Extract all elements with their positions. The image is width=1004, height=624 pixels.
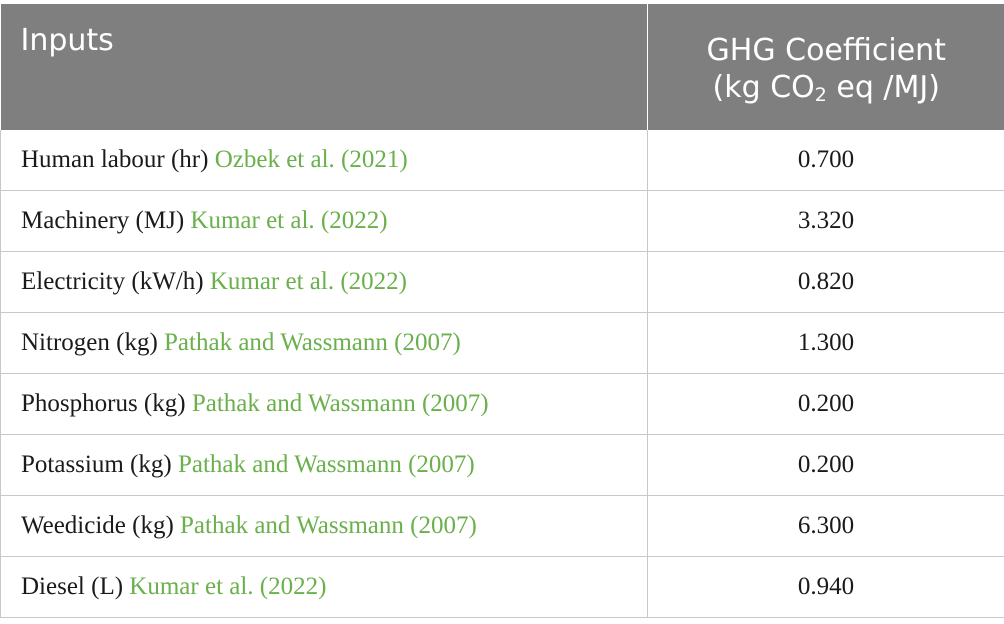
input-cell: Diesel (L) Kumar et al. (2022)	[0, 556, 648, 618]
input-label: Electricity (kW/h)	[21, 268, 204, 295]
citation-link[interactable]: Pathak and Wassmann (2007)	[180, 512, 477, 539]
input-label: Phosphorus (kg)	[21, 390, 186, 417]
citation-link[interactable]: Pathak and Wassmann (2007)	[191, 390, 489, 417]
header-ghg-coefficient: GHG Coefficient (kg CO2 eq /MJ)	[647, 4, 1004, 130]
header-coef-line2-a: (kg CO	[712, 70, 815, 105]
input-cell: Nitrogen (kg) Pathak and Wassmann (2007)	[0, 312, 648, 374]
header-inputs: Inputs	[0, 4, 648, 130]
input-cell: Machinery (MJ) Kumar et al. (2022)	[0, 190, 648, 252]
citation-link[interactable]: Ozbek et al. (2021)	[214, 146, 408, 173]
header-coef-line1: GHG Coefficient	[706, 33, 946, 68]
input-label: Weedicide (kg)	[21, 512, 174, 539]
citation-link[interactable]: Kumar et al. (2022)	[209, 268, 407, 295]
table-row: Electricity (kW/h) Kumar et al. (2022) 0…	[0, 251, 1004, 313]
input-label: Nitrogen (kg)	[21, 329, 158, 356]
ghg-coefficient-table: Inputs GHG Coefficient (kg CO2 eq /MJ) Hu…	[0, 4, 1004, 618]
table-row: Potassium (kg) Pathak and Wassmann (2007…	[0, 434, 1004, 496]
table-row: Weedicide (kg) Pathak and Wassmann (2007…	[0, 495, 1004, 557]
coefficient-value: 0.940	[647, 556, 1004, 618]
table-row: Diesel (L) Kumar et al. (2022) 0.940	[0, 556, 1004, 618]
input-cell: Human labour (hr) Ozbek et al. (2021)	[0, 130, 648, 191]
input-label: Potassium (kg)	[21, 451, 172, 478]
coefficient-value: 0.200	[647, 434, 1004, 496]
input-cell: Electricity (kW/h) Kumar et al. (2022)	[0, 251, 648, 313]
citation-link[interactable]: Pathak and Wassmann (2007)	[164, 329, 461, 356]
header-coef-line2-b: eq /MJ)	[826, 70, 940, 105]
header-row: Inputs GHG Coefficient (kg CO2 eq /MJ)	[0, 4, 1004, 130]
citation-link[interactable]: Pathak and Wassmann (2007)	[177, 451, 475, 478]
coefficient-value: 0.700	[647, 130, 1004, 191]
input-cell: Weedicide (kg) Pathak and Wassmann (2007…	[0, 495, 648, 557]
table-row: Phosphorus (kg) Pathak and Wassmann (200…	[0, 373, 1004, 435]
header-coef-subscript: 2	[814, 84, 827, 106]
coefficient-value: 3.320	[647, 190, 1004, 252]
table-body: Human labour (hr) Ozbek et al. (2021) 0.…	[0, 130, 1004, 618]
coefficient-value: 0.820	[647, 251, 1004, 313]
coefficient-value: 6.300	[647, 495, 1004, 557]
input-label: Machinery (MJ)	[21, 207, 185, 234]
input-cell: Phosphorus (kg) Pathak and Wassmann (200…	[0, 373, 648, 435]
citation-link[interactable]: Kumar et al. (2022)	[129, 573, 327, 600]
table-row: Human labour (hr) Ozbek et al. (2021) 0.…	[0, 130, 1004, 191]
coefficient-value: 0.200	[647, 373, 1004, 435]
table-row: Nitrogen (kg) Pathak and Wassmann (2007)…	[0, 312, 1004, 374]
citation-link[interactable]: Kumar et al. (2022)	[190, 207, 388, 234]
table-row: Machinery (MJ) Kumar et al. (2022) 3.320	[0, 190, 1004, 252]
table-header: Inputs GHG Coefficient (kg CO2 eq /MJ)	[0, 4, 1004, 130]
input-cell: Potassium (kg) Pathak and Wassmann (2007…	[0, 434, 648, 496]
input-label: Human labour (hr)	[21, 146, 209, 173]
input-label: Diesel (L)	[21, 573, 124, 600]
coefficient-value: 1.300	[647, 312, 1004, 374]
